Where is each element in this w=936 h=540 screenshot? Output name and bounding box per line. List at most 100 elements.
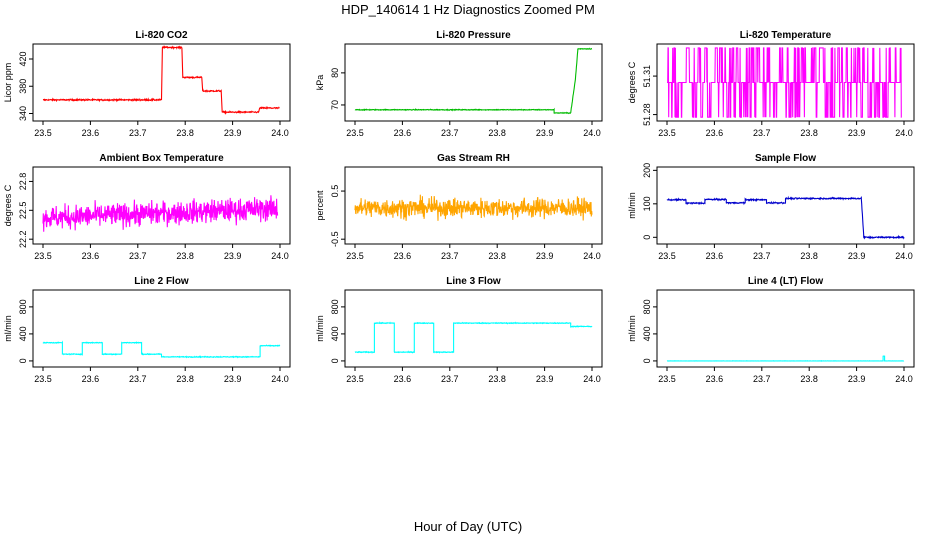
x-tick-label: 23.5 [34, 374, 52, 384]
x-tick-label: 24.0 [895, 251, 913, 261]
x-tick-label: 23.6 [394, 128, 412, 138]
y-tick-label: 80 [330, 68, 340, 78]
data-series-line [42, 195, 279, 232]
panel-title: Ambient Box Temperature [99, 153, 224, 164]
x-tick-label: 24.0 [271, 128, 289, 138]
y-tick-label: 0 [642, 358, 652, 363]
panel-grid: Li-820 CO2 Licor ppm 23.5 23.6 23.7 23.8 23.9 2… [3, 30, 915, 384]
panel-frame [344, 166, 603, 245]
x-tick-label: 24.0 [895, 128, 913, 138]
x-tick-label: 23.6 [82, 128, 100, 138]
panel-title: Sample Flow [755, 153, 816, 164]
panel-9: Line 4 (LT) Flow ml/min 23.5 23.6 23.7 23.8 23… [627, 276, 915, 384]
panel-title: Li-820 Temperature [740, 30, 832, 41]
x-tick-label: 23.6 [82, 251, 100, 261]
x-tick-label: 23.9 [224, 374, 242, 384]
panel-1: Li-820 CO2 Licor ppm 23.5 23.6 23.7 23.8 23.9 2… [3, 30, 291, 138]
panel-2: Li-820 Pressure kPa 23.5 23.6 23.7 23.8 23.9 24… [315, 30, 603, 138]
panel-title: Line 4 (LT) Flow [748, 276, 824, 287]
data-series-line [666, 355, 905, 362]
x-tick-label: 23.5 [346, 128, 364, 138]
x-tick-label: 23.8 [488, 251, 506, 261]
y-tick-label: 380 [18, 79, 28, 94]
x-tick-label: 23.9 [536, 374, 554, 384]
x-tick-label: 23.6 [394, 251, 412, 261]
x-tick-label: 23.8 [176, 128, 194, 138]
y-tick-label: 340 [18, 106, 28, 121]
x-tick-label: 23.8 [800, 251, 818, 261]
panel-title: Gas Stream RH [437, 153, 510, 164]
x-tick-label: 23.8 [488, 128, 506, 138]
x-tick-label: 23.7 [753, 128, 771, 138]
x-tick-label: 23.7 [753, 374, 771, 384]
data-series-line [42, 45, 280, 115]
x-tick-label: 24.0 [271, 251, 289, 261]
x-tick-label: 23.6 [82, 374, 100, 384]
y-tick-label: 0 [18, 358, 28, 363]
x-tick-label: 23.9 [848, 128, 866, 138]
panel-y-label: degrees C [627, 61, 637, 103]
x-tick-label: 23.7 [753, 251, 771, 261]
panel-frame [32, 43, 291, 122]
panel-frame [656, 43, 915, 122]
x-tick-label: 23.5 [346, 251, 364, 261]
panel-8: Line 3 Flow ml/min 23.5 23.6 23.7 23.8 23.9 24.… [315, 276, 603, 384]
x-tick-label: 23.9 [848, 251, 866, 261]
y-tick-label: 800 [18, 299, 28, 314]
x-tick-label: 23.8 [800, 128, 818, 138]
panel-frame [32, 289, 291, 368]
x-tick-label: 23.5 [346, 374, 364, 384]
panel-frame [344, 289, 603, 368]
panel-title: Line 3 Flow [446, 276, 501, 287]
x-tick-label: 23.8 [488, 374, 506, 384]
x-tick-label: 23.9 [224, 128, 242, 138]
y-tick-label: 0.5 [330, 185, 340, 198]
x-tick-label: 23.8 [176, 374, 194, 384]
data-series-line [667, 47, 902, 118]
panel-y-label: ml/min [3, 315, 13, 342]
panel-y-label: kPa [315, 75, 325, 91]
panel-4: Ambient Box Temperature degrees C 23.5 23.6… [3, 153, 291, 261]
x-tick-label: 23.7 [129, 251, 147, 261]
y-tick-label: 400 [18, 326, 28, 341]
y-tick-label: 400 [330, 326, 340, 341]
x-tick-label: 24.0 [583, 374, 601, 384]
x-tick-label: 23.9 [848, 374, 866, 384]
panel-y-label: degrees C [3, 184, 13, 226]
x-tick-label: 23.8 [800, 374, 818, 384]
x-tick-label: 23.5 [658, 251, 676, 261]
y-tick-label: 22.2 [18, 230, 28, 248]
x-tick-label: 23.9 [224, 251, 242, 261]
data-series-line [354, 321, 593, 354]
x-tick-label: 23.8 [176, 251, 194, 261]
panel-title: Li-820 Pressure [436, 30, 511, 41]
x-tick-label: 23.7 [441, 128, 459, 138]
x-tick-label: 23.5 [658, 374, 676, 384]
x-tick-label: 23.6 [706, 374, 724, 384]
panel-y-label: ml/min [627, 315, 637, 342]
y-tick-label: 0 [330, 358, 340, 363]
x-tick-label: 23.6 [394, 374, 412, 384]
y-tick-label: -0.5 [330, 231, 340, 247]
figure-title: HDP_140614 1 Hz Diagnostics Zoomed PM [341, 2, 595, 17]
x-tick-label: 23.9 [536, 251, 554, 261]
x-tick-label: 24.0 [895, 374, 913, 384]
x-tick-label: 24.0 [271, 374, 289, 384]
y-tick-label: 420 [18, 51, 28, 66]
y-tick-label: 0 [642, 235, 652, 240]
x-tick-label: 23.7 [441, 251, 459, 261]
y-tick-label: 70 [330, 100, 340, 110]
y-tick-label: 400 [642, 326, 652, 341]
panel-title: Line 2 Flow [134, 276, 189, 287]
panel-y-label: ml/min [627, 192, 637, 219]
data-series-line [354, 194, 593, 221]
panel-7: Line 2 Flow ml/min 23.5 23.6 23.7 23.8 23.9 24.… [3, 276, 291, 384]
y-tick-label: 200 [642, 163, 652, 178]
x-tick-label: 23.5 [658, 128, 676, 138]
panel-frame [656, 289, 915, 368]
x-tick-label: 23.9 [536, 128, 554, 138]
panel-y-label: ml/min [315, 315, 325, 342]
data-series-line [354, 47, 593, 115]
y-tick-label: 100 [642, 196, 652, 211]
